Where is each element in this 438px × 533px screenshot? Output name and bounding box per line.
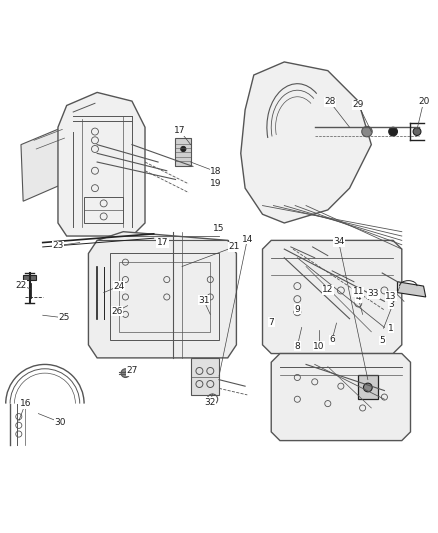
Text: 29: 29 [353, 100, 364, 109]
Polygon shape [58, 92, 145, 236]
Text: 16: 16 [20, 399, 31, 408]
Bar [23, 275, 36, 279]
Text: 3: 3 [388, 300, 394, 309]
Bar [191, 358, 219, 395]
Bar [84, 197, 123, 223]
Text: 33: 33 [368, 289, 379, 298]
Text: 26: 26 [111, 307, 122, 316]
Text: 22: 22 [15, 281, 27, 290]
Circle shape [364, 383, 372, 392]
Text: 25: 25 [59, 313, 70, 322]
Circle shape [362, 126, 372, 137]
Text: 20: 20 [418, 98, 429, 107]
Text: 4: 4 [356, 293, 361, 302]
Bar [176, 138, 191, 166]
Text: 11: 11 [353, 287, 364, 296]
Text: 17: 17 [157, 238, 168, 247]
Text: 17: 17 [174, 126, 186, 135]
Text: 21: 21 [229, 243, 240, 252]
Text: 28: 28 [324, 98, 336, 107]
Text: 9: 9 [294, 305, 300, 313]
Circle shape [181, 147, 186, 151]
Text: 32: 32 [205, 398, 216, 407]
Bar [119, 262, 210, 332]
Text: 12: 12 [322, 285, 333, 294]
Text: 13: 13 [385, 292, 397, 301]
Text: 24: 24 [113, 281, 124, 290]
Text: 34: 34 [333, 237, 344, 246]
Text: 10: 10 [313, 342, 325, 351]
Text: 18: 18 [210, 167, 222, 176]
Text: 14: 14 [242, 235, 253, 244]
Text: 27: 27 [126, 367, 138, 375]
Text: 30: 30 [54, 418, 66, 427]
Polygon shape [271, 353, 410, 441]
Text: 5: 5 [379, 336, 385, 345]
Polygon shape [241, 62, 371, 223]
Bar [358, 375, 378, 399]
Polygon shape [397, 282, 426, 297]
Text: 8: 8 [294, 342, 300, 351]
Text: 31: 31 [198, 296, 209, 305]
Polygon shape [21, 123, 73, 201]
Circle shape [121, 369, 130, 377]
Circle shape [413, 128, 421, 135]
Bar [110, 254, 219, 341]
Text: 23: 23 [52, 241, 64, 250]
Polygon shape [88, 232, 237, 358]
Circle shape [389, 127, 397, 136]
Text: 19: 19 [210, 179, 222, 188]
Text: 6: 6 [329, 335, 335, 344]
Polygon shape [262, 240, 402, 353]
Text: 7: 7 [268, 318, 274, 327]
Text: 1: 1 [388, 324, 394, 333]
Text: 15: 15 [213, 224, 225, 233]
